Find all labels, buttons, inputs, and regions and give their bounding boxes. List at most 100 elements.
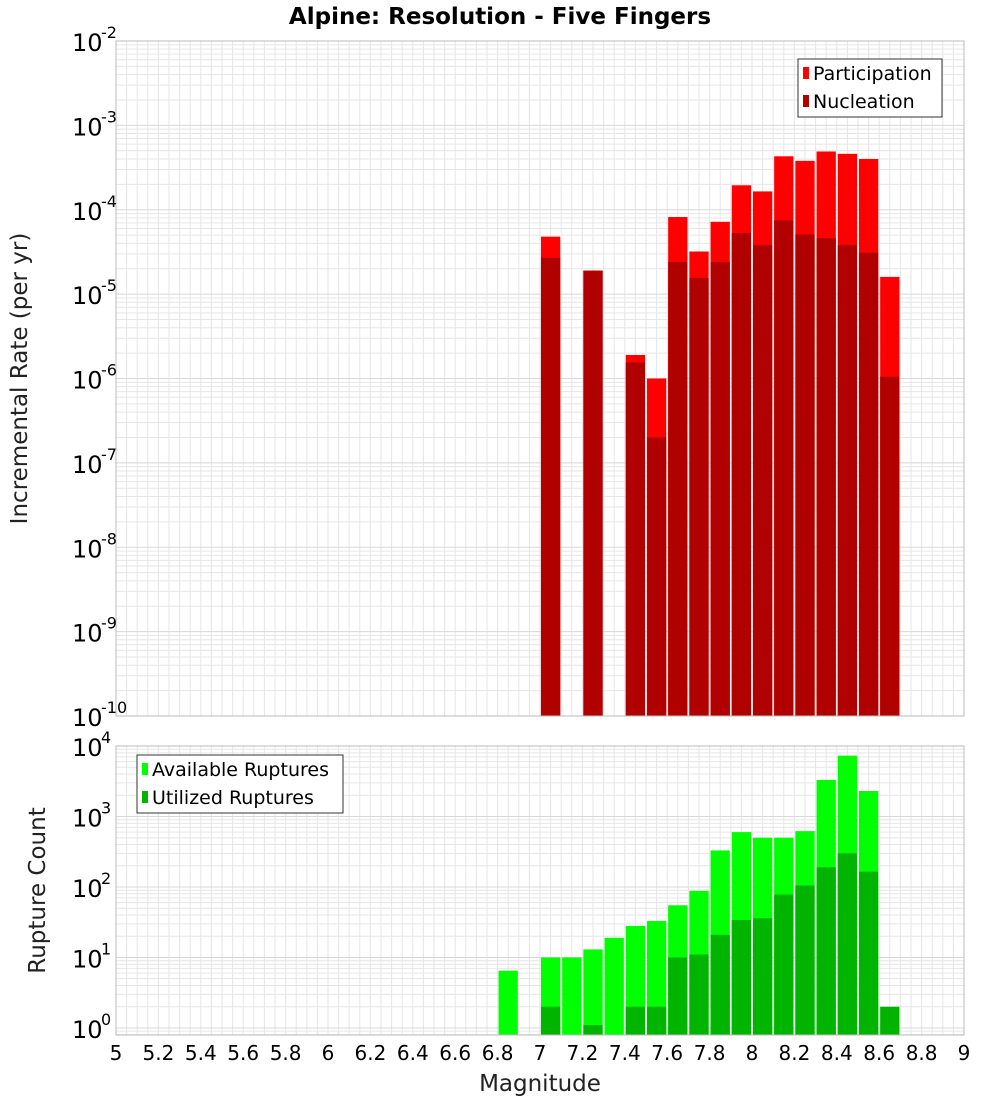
x-tick-label: 7 [534, 1041, 547, 1065]
y-tick-exponent: -8 [101, 529, 117, 548]
y-tick-label: 10 [72, 620, 103, 648]
bar-1-a [498, 970, 518, 1035]
legend-entry: Available Ruptures [152, 759, 329, 781]
y-tick-exponent: 0 [101, 1010, 111, 1029]
y-tick-exponent: -7 [101, 445, 117, 464]
bar-0-b [540, 257, 561, 716]
x-tick-label: 6.2 [354, 1041, 386, 1065]
y-tick-exponent: -4 [101, 192, 117, 211]
plot-frame [115, 40, 965, 717]
y-tick-label: 10 [72, 29, 103, 57]
bar-1-b [837, 853, 858, 1035]
bar-1-b [858, 871, 879, 1035]
legend-swatch [803, 95, 809, 107]
bar-1-b [774, 894, 794, 1035]
bar-1-a [583, 949, 603, 1035]
bar-0-b [583, 270, 603, 716]
bar-1-b [668, 957, 688, 1035]
y-tick-label: 10 [72, 535, 103, 563]
legend-entry: Participation [813, 63, 932, 85]
x-tick-label: 8.2 [778, 1041, 810, 1065]
bar-0-b [774, 220, 794, 717]
x-tick-label: 7.6 [651, 1041, 683, 1065]
y-tick-exponent: -5 [101, 276, 117, 295]
chart-title: Alpine: Resolution - Five Fingers [289, 4, 711, 30]
x-tick-label: 5.2 [142, 1041, 174, 1065]
x-tick-label: 7.8 [694, 1041, 726, 1065]
y-axis-label: Incremental Rate (per yr) [7, 233, 33, 525]
y-tick-label: 10 [72, 875, 103, 903]
x-tick-label: 5 [110, 1041, 123, 1065]
y-tick-label: 10 [72, 704, 103, 732]
y-tick-exponent: 3 [101, 798, 111, 817]
legend-swatch [803, 67, 809, 79]
y-tick-exponent: 4 [101, 728, 111, 747]
x-tick-label: 5.8 [270, 1041, 302, 1065]
x-tick-label: 5.6 [227, 1041, 259, 1065]
x-tick-label: 8.6 [863, 1041, 895, 1065]
y-tick-label: 10 [72, 734, 103, 762]
bar-0-b [858, 252, 879, 716]
y-tick-exponent: 1 [101, 939, 111, 958]
bar-0-b [795, 234, 815, 716]
x-axis-label: Magnitude [479, 1071, 601, 1097]
y-tick-exponent: -6 [101, 361, 117, 380]
bar-1-b [731, 920, 752, 1035]
rate-panel: 10-1010-910-810-710-610-510-410-310-2Inc… [7, 23, 965, 732]
bar-1-a [646, 920, 667, 1035]
x-tick-label: 7.2 [566, 1041, 598, 1065]
bar-1-b [710, 934, 730, 1035]
bar-1-b [625, 1006, 646, 1035]
x-tick-label: 8.8 [906, 1041, 938, 1065]
x-tick-label: 5.4 [185, 1041, 217, 1065]
bar-0-b [880, 376, 900, 716]
y-tick-label: 10 [72, 282, 103, 310]
y-tick-label: 10 [72, 367, 103, 395]
plot-frame [115, 745, 965, 1036]
y-tick-label: 10 [72, 1016, 103, 1044]
y-tick-exponent: -3 [101, 107, 117, 126]
bar-0-b [731, 233, 752, 716]
bar-0-b [710, 262, 730, 716]
bar-0-b [625, 362, 646, 716]
bar-1-b [583, 1025, 603, 1035]
bar-1-b [646, 1006, 667, 1035]
x-tick-label: 7.4 [609, 1041, 641, 1065]
y-tick-exponent: 2 [101, 869, 111, 888]
x-tick-label: 6 [322, 1041, 335, 1065]
bar-1-b [689, 954, 709, 1035]
bar-1-b [540, 1006, 561, 1035]
y-tick-label: 10 [72, 945, 103, 973]
bar-0-b [689, 278, 709, 716]
x-tick-label: 6.8 [482, 1041, 514, 1065]
legend-entry: Nucleation [813, 91, 915, 113]
bar-0-b [816, 238, 836, 716]
bar-0-b [837, 245, 858, 717]
bar-1-b [816, 867, 836, 1035]
x-tick-label: 6.4 [397, 1041, 429, 1065]
y-tick-exponent: -10 [101, 698, 127, 717]
legend-box [136, 754, 344, 814]
y-tick-label: 10 [72, 113, 103, 141]
legend-swatch [142, 791, 148, 803]
x-tick-label: 8.4 [821, 1041, 853, 1065]
bar-0-b [752, 245, 773, 717]
y-axis-label: Rupture Count [25, 807, 51, 973]
y-tick-label: 10 [72, 198, 103, 226]
legend-entry: Utilized Ruptures [152, 787, 314, 809]
legend-box [797, 58, 943, 118]
bar-0-b [668, 262, 688, 716]
bar-1-b [880, 1006, 900, 1035]
bar-1-a [604, 937, 624, 1035]
legend-swatch [142, 763, 148, 775]
y-tick-exponent: -2 [101, 23, 117, 42]
bar-1-b [752, 918, 773, 1035]
y-tick-exponent: -9 [101, 614, 117, 633]
y-tick-label: 10 [72, 804, 103, 832]
x-tick-label: 8 [746, 1041, 759, 1065]
x-tick-label: 6.6 [439, 1041, 471, 1065]
bar-1-a [562, 957, 582, 1035]
